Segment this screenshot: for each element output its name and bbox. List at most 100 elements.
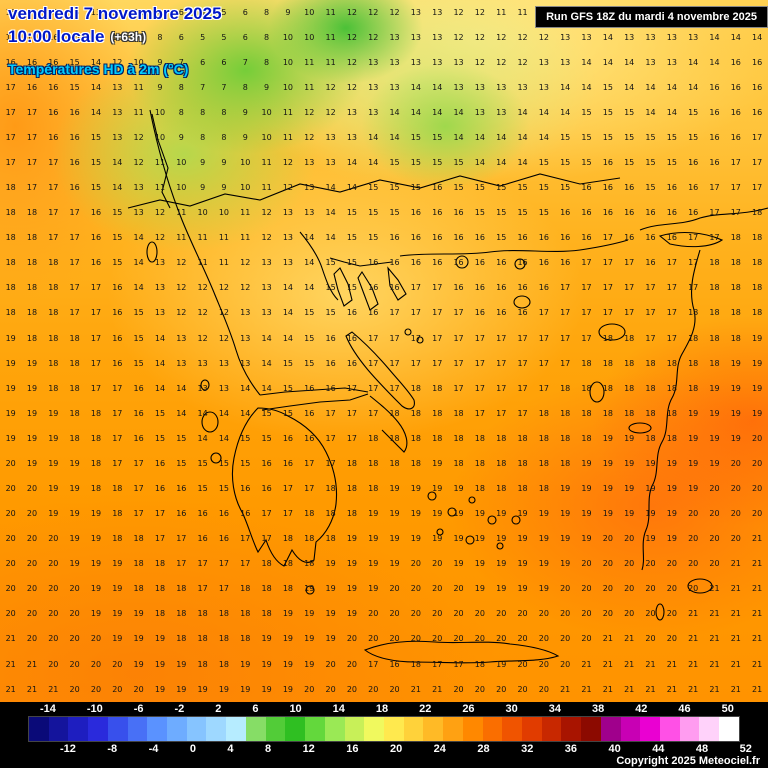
temp-value: 17 <box>69 233 80 243</box>
temp-value: 19 <box>432 484 443 494</box>
temp-value: 17 <box>346 433 357 443</box>
temp-value: 7 <box>221 82 227 92</box>
temp-value: 19 <box>730 383 741 393</box>
legend-label: -4 <box>148 743 159 755</box>
temp-value: 21 <box>752 559 763 569</box>
temp-value: 17 <box>5 82 16 92</box>
temp-value: 18 <box>602 408 613 418</box>
legend-label: 52 <box>739 743 752 755</box>
temp-value: 19 <box>709 383 720 393</box>
temp-value: 17 <box>688 233 699 243</box>
legend-label: -8 <box>107 743 118 755</box>
temp-value: 19 <box>752 358 763 368</box>
temp-value: 20 <box>368 634 379 644</box>
temp-value: 9 <box>178 132 184 142</box>
temp-value: 17 <box>432 333 443 343</box>
temp-value: 10 <box>282 82 294 92</box>
temp-value: 21 <box>730 634 741 644</box>
temp-value: 17 <box>154 509 166 519</box>
temp-value: 13 <box>410 7 421 17</box>
temp-value: 18 <box>688 308 699 318</box>
temp-value: 19 <box>261 634 272 644</box>
temp-value: 17 <box>346 408 357 418</box>
temp-grid-row: 18 18 18 17 17 16 15 13 12 12 12 13 13 14 15 15 16 16 17 17… <box>0 301 768 326</box>
temp-value: 17 <box>368 333 379 343</box>
temp-value: 14 <box>688 82 699 92</box>
temp-value: 20 <box>26 509 38 519</box>
temp-value: 18 <box>48 308 59 318</box>
temp-value: 18 <box>688 383 699 393</box>
attica <box>369 395 408 453</box>
temp-value: 16 <box>432 258 443 268</box>
temp-value: 18 <box>730 233 741 243</box>
temp-value: 12 <box>346 82 357 92</box>
chalkidiki-3 <box>387 266 407 301</box>
temp-value: 14 <box>496 132 507 142</box>
temp-value: 17 <box>368 408 379 418</box>
temp-value: 18 <box>709 258 720 268</box>
temp-value: 18 <box>496 433 507 443</box>
temp-value: 20 <box>5 584 16 594</box>
temp-value: 18 <box>325 484 336 494</box>
temp-value: 21 <box>709 659 720 669</box>
coastlines <box>127 109 768 664</box>
chalkidiki-base <box>329 257 393 267</box>
temp-value: 15 <box>176 433 187 443</box>
temp-value: 18 <box>474 433 485 443</box>
temp-value: 19 <box>581 534 592 544</box>
temp-value: 20 <box>325 659 336 669</box>
map-background <box>0 0 768 702</box>
temp-value: 13 <box>453 57 464 67</box>
temp-value: 10 <box>197 208 208 218</box>
temp-value: 15 <box>346 208 357 218</box>
temp-value: 17 <box>90 283 102 293</box>
temp-value: 19 <box>325 634 336 644</box>
colorbar-cell <box>581 717 601 741</box>
temp-value: 20 <box>496 609 507 619</box>
temp-value: 21 <box>709 634 720 644</box>
temp-value: 17 <box>709 208 720 218</box>
temp-value: 16 <box>709 82 720 92</box>
island-cyclades-1 <box>427 491 437 501</box>
temp-value: 11 <box>325 7 336 17</box>
temp-value: 19 <box>709 458 720 468</box>
temp-grid-row: 17 17 16 16 15 13 12 10 9 8 8 9 10 11 12 13 13 14 14 15 15 14… <box>0 125 768 150</box>
temp-value: 18 <box>517 433 528 443</box>
temp-value: 15 <box>560 132 571 142</box>
temp-value: 19 <box>709 433 720 443</box>
temp-value: 18 <box>133 584 144 594</box>
temp-value: 21 <box>752 609 763 619</box>
temp-value: 14 <box>240 408 251 418</box>
temp-value: 16 <box>48 7 59 17</box>
temp-value: 12 <box>197 308 208 318</box>
island-thasos <box>455 255 469 269</box>
temp-value: 14 <box>154 333 166 343</box>
temp-value: 18 <box>730 308 741 318</box>
temp-value: 14 <box>474 132 485 142</box>
temp-value: 19 <box>26 383 38 393</box>
temp-value: 13 <box>90 7 102 17</box>
temp-value: 14 <box>645 107 656 117</box>
temp-value: 10 <box>176 158 187 167</box>
temp-value: 19 <box>496 659 507 669</box>
temp-value: 19 <box>389 484 400 494</box>
temp-value: 12 <box>176 258 187 268</box>
temp-value: 19 <box>325 609 336 619</box>
temp-value: 15 <box>410 183 421 193</box>
temp-value: 18 <box>176 584 187 594</box>
temp-value: 17 <box>325 408 336 418</box>
temp-value: 12 <box>474 32 485 42</box>
temp-value: 17 <box>581 258 592 268</box>
legend-label: 6 <box>252 703 259 715</box>
temp-value: 18 <box>5 233 16 243</box>
temp-value: 16 <box>581 183 592 193</box>
temp-value: 19 <box>261 659 272 669</box>
temp-value: 9 <box>285 7 291 17</box>
temp-value: 16 <box>389 283 400 293</box>
temp-value: 19 <box>69 458 80 468</box>
temp-value: 16 <box>709 107 720 117</box>
temp-value: 18 <box>496 484 507 494</box>
temp-value: 19 <box>240 659 251 669</box>
temp-value: 18 <box>688 358 699 368</box>
temp-value: 20 <box>581 559 592 569</box>
